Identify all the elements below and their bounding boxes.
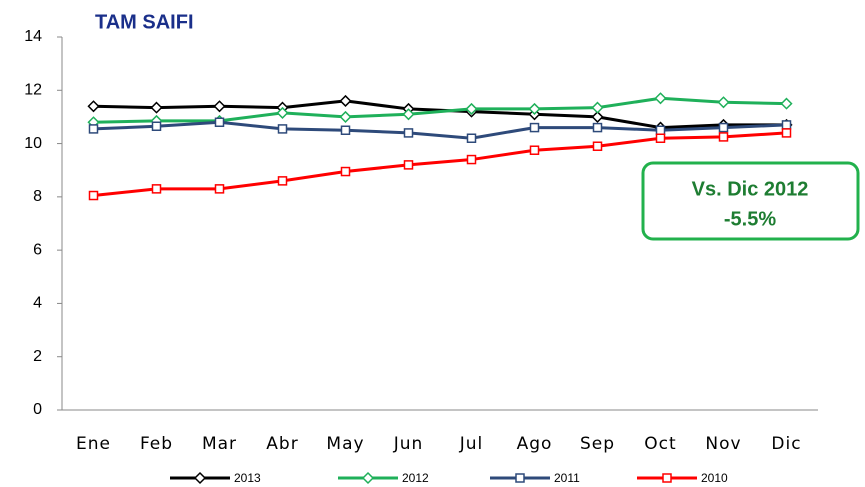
- x-tick-label: Abr: [266, 434, 298, 454]
- marker: [718, 122, 729, 133]
- legend-label: 2010: [701, 471, 728, 485]
- x-tick-label: Ene: [76, 434, 111, 454]
- marker: [151, 184, 162, 194]
- marker: [781, 120, 792, 130]
- marker: [528, 102, 541, 115]
- marker: [88, 124, 99, 134]
- x-tick-label: Oct: [644, 434, 676, 454]
- marker: [340, 125, 351, 135]
- marker: [403, 160, 414, 170]
- y-tick-label: 4: [33, 295, 42, 312]
- series-line: [93, 96, 787, 124]
- marker: [340, 166, 351, 177]
- annotation: Vs. Dic 2012: [692, 178, 809, 200]
- x-tick-label: Dic: [771, 434, 801, 454]
- marker: [592, 122, 603, 133]
- marker: [654, 92, 667, 105]
- x-tick-label: May: [326, 434, 364, 454]
- annotation: -5.5%: [724, 208, 776, 230]
- marker: [780, 97, 793, 110]
- marker: [339, 94, 352, 108]
- x-tick-label: Jun: [393, 434, 424, 454]
- marker: [655, 133, 666, 143]
- y-tick-label: 14: [24, 28, 42, 45]
- marker: [277, 124, 288, 134]
- marker: [781, 128, 792, 138]
- x-tick-label: Sep: [580, 434, 615, 454]
- marker: [214, 117, 225, 128]
- marker: [151, 121, 162, 132]
- marker: [655, 125, 666, 135]
- marker: [718, 132, 729, 142]
- marker: [662, 473, 672, 483]
- marker: [150, 101, 163, 114]
- x-tick-label: Jul: [459, 434, 484, 454]
- series-line: [93, 120, 787, 140]
- marker: [717, 96, 730, 109]
- y-tick-label: 10: [24, 135, 42, 152]
- marker: [277, 176, 288, 186]
- annotation-box: [641, 161, 860, 241]
- legend-label: 2011: [554, 471, 580, 485]
- y-tick-label: 8: [33, 188, 42, 205]
- legend-label: 2012: [402, 471, 429, 485]
- marker: [276, 106, 289, 119]
- marker: [88, 190, 99, 201]
- marker: [87, 100, 100, 113]
- y-tick-label: 6: [33, 241, 42, 258]
- marker: [592, 141, 603, 151]
- y-tick-label: 2: [33, 348, 42, 365]
- marker: [515, 473, 525, 483]
- marker: [591, 110, 604, 123]
- x-tick-label: Ago: [517, 434, 553, 454]
- x-tick-label: Feb: [140, 434, 173, 454]
- marker: [529, 145, 540, 155]
- marker: [591, 101, 604, 114]
- marker: [529, 122, 540, 133]
- marker: [193, 471, 207, 485]
- marker: [339, 110, 352, 123]
- marker: [213, 100, 226, 113]
- x-tick-label: Nov: [705, 434, 741, 454]
- series-line: [93, 131, 787, 198]
- y-tick-label: 0: [33, 401, 42, 418]
- marker: [403, 128, 414, 138]
- y-tick-label: 12: [24, 82, 42, 99]
- marker: [214, 184, 225, 194]
- legend-label: 2013: [234, 471, 261, 485]
- marker: [465, 102, 478, 115]
- x-tick-label: Mar: [202, 434, 237, 454]
- marker: [361, 471, 375, 485]
- marker: [402, 108, 415, 121]
- chart-title: TAM SAIFI: [95, 11, 194, 33]
- marker: [466, 133, 477, 143]
- marker: [466, 154, 477, 165]
